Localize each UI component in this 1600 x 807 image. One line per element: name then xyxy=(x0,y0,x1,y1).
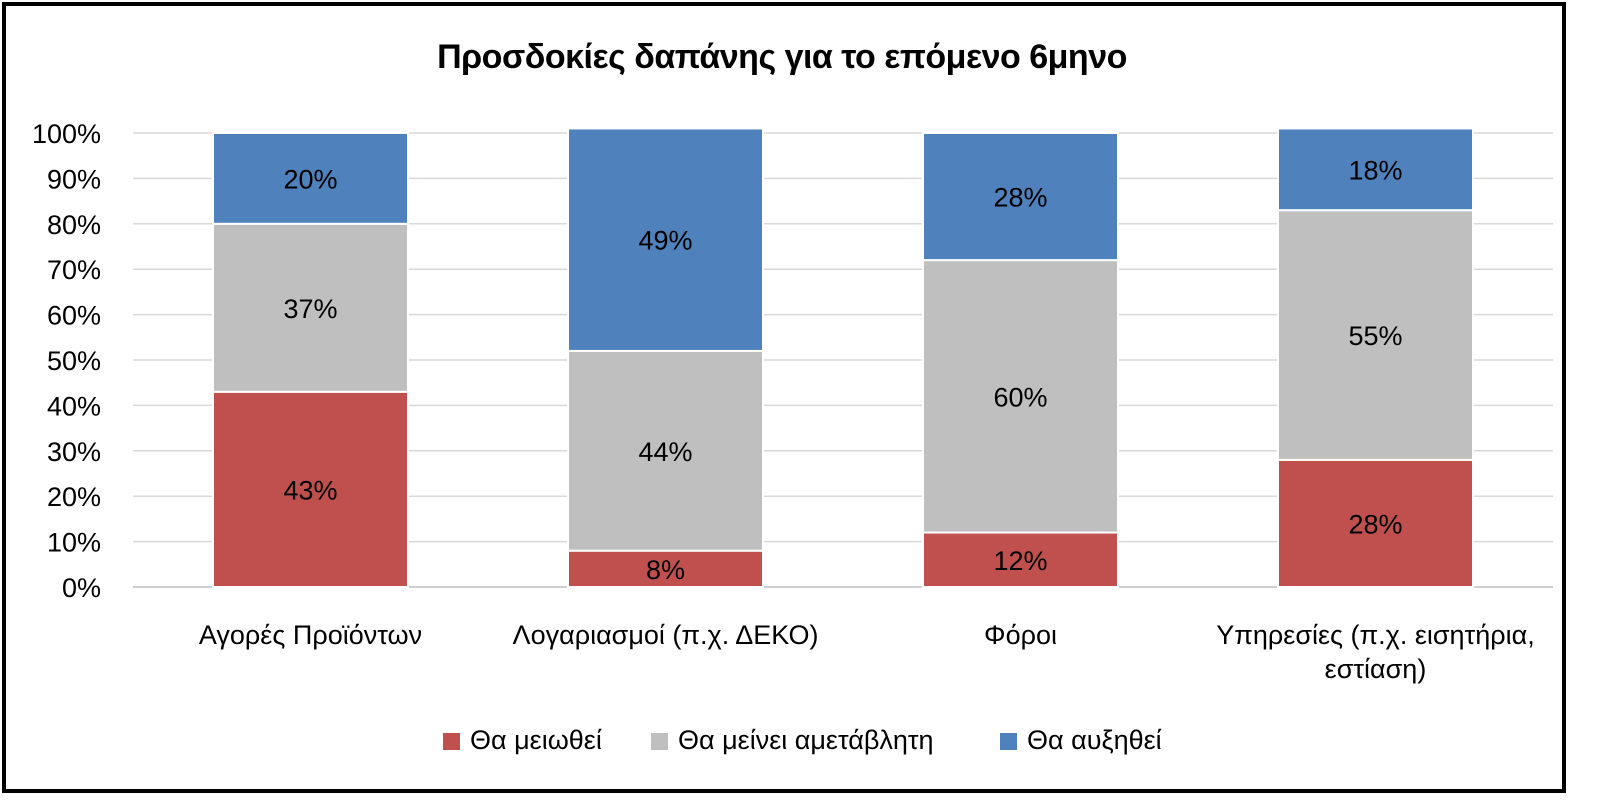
bar-segment xyxy=(567,127,764,352)
bar-segment xyxy=(1277,458,1474,589)
x-category-label-line: Αγορές Προϊόντων xyxy=(199,620,422,650)
y-tick-label: 70% xyxy=(47,255,101,285)
data-label: 49% xyxy=(638,226,692,256)
data-label: 20% xyxy=(283,164,337,194)
x-category-label: Αγορές Προϊόντων xyxy=(199,620,422,650)
y-tick-label: 100% xyxy=(32,119,101,149)
chart-title: Προσδοκίες δαπάνης για το επόμενο 6μηνο xyxy=(437,38,1127,76)
data-label: 28% xyxy=(993,183,1047,213)
y-tick-label: 40% xyxy=(47,391,101,421)
x-category-label: Λογαριασμοί (π.χ. ΔΕΚΟ) xyxy=(513,620,819,650)
x-category-label-line: Υπηρεσίες (π.χ. εισητήρια, xyxy=(1216,620,1534,650)
legend-label: Θα αυξηθεί xyxy=(1027,725,1162,755)
legend-label: Θα μείνει αμετάβλητη xyxy=(678,725,934,755)
x-category-label: Φόροι xyxy=(984,620,1057,650)
bar-segment xyxy=(922,132,1119,262)
legend-label: Θα μειωθεί xyxy=(470,725,602,755)
bar-segment xyxy=(1277,209,1474,461)
y-tick-label: 80% xyxy=(47,210,101,240)
data-label: 55% xyxy=(1348,321,1402,351)
bar-segment xyxy=(922,531,1119,589)
legend-swatch xyxy=(443,733,460,750)
legend-swatch xyxy=(651,733,668,750)
y-tick-label: 10% xyxy=(47,528,101,558)
y-tick-label: 20% xyxy=(47,482,101,512)
y-tick-label: 60% xyxy=(47,301,101,331)
data-label: 44% xyxy=(638,437,692,467)
x-category-label: Υπηρεσίες (π.χ. εισητήρια, εστίαση) xyxy=(1216,620,1534,684)
y-tick-label: 50% xyxy=(47,346,101,376)
y-tick-label: 30% xyxy=(47,437,101,467)
y-tick-label: 0% xyxy=(62,573,101,603)
data-label: 60% xyxy=(993,382,1047,412)
y-tick-label: 90% xyxy=(47,164,101,194)
bar-segment xyxy=(922,259,1119,534)
data-label: 18% xyxy=(1348,155,1402,185)
x-category-label-line: εστίαση) xyxy=(1325,654,1427,684)
legend-swatch xyxy=(1000,733,1017,750)
bar-segment xyxy=(212,132,409,225)
bar-segment xyxy=(1277,127,1474,212)
bar-segment xyxy=(567,349,764,552)
data-label: 43% xyxy=(283,475,337,505)
data-label: 28% xyxy=(1348,509,1402,539)
data-label: 8% xyxy=(646,555,685,585)
data-label: 12% xyxy=(993,546,1047,576)
x-category-label-line: Λογαριασμοί (π.χ. ΔΕΚΟ) xyxy=(513,620,819,650)
data-label: 37% xyxy=(283,294,337,324)
bar-segment xyxy=(212,390,409,588)
bar-segment xyxy=(567,549,764,588)
bar-segment xyxy=(212,222,409,393)
x-category-label-line: Φόροι xyxy=(984,620,1057,650)
